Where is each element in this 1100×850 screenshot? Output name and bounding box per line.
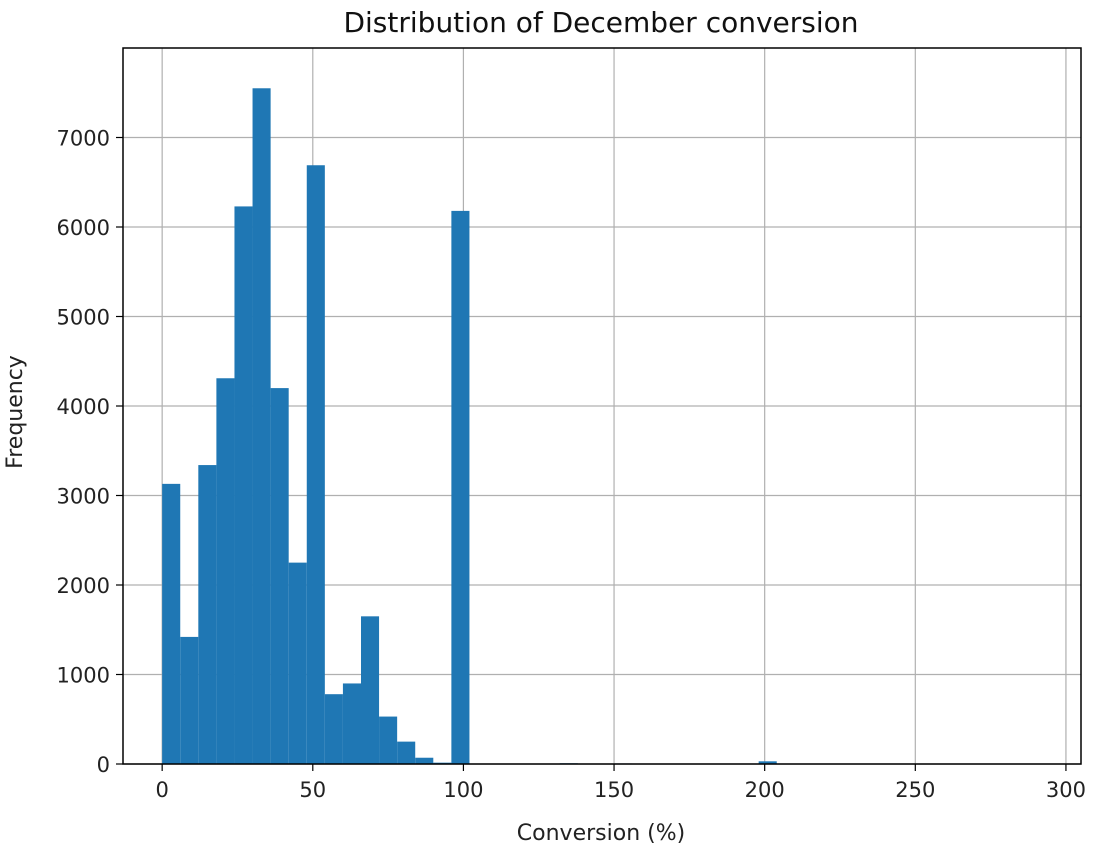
histogram-bar <box>415 757 434 764</box>
y-axis-label: Frequency <box>3 355 28 469</box>
y-tick-label: 1000 <box>57 664 110 688</box>
x-tick-label: 0 <box>155 778 168 802</box>
x-tick-label: 250 <box>895 778 935 802</box>
x-tick-label: 100 <box>443 778 483 802</box>
y-tick-label: 7000 <box>57 127 110 151</box>
histogram-bar <box>288 562 307 764</box>
histogram-bar <box>270 388 289 764</box>
x-axis-ticks: 0 50 100 150 200 250 300 <box>155 764 1086 802</box>
y-tick-label: 5000 <box>57 306 110 330</box>
histogram-bars <box>162 88 777 765</box>
histogram-bar <box>451 210 470 764</box>
x-tick-label: 50 <box>299 778 326 802</box>
plot-frame <box>122 47 1082 765</box>
histogram-bar <box>180 636 199 764</box>
x-tick-label: 150 <box>594 778 634 802</box>
y-tick-label: 4000 <box>57 395 110 419</box>
histogram-bar <box>397 741 416 764</box>
chart-title: Distribution of December conversion <box>343 6 858 39</box>
histogram-bar <box>216 378 235 764</box>
histogram-bar <box>324 694 343 764</box>
y-tick-label: 0 <box>97 753 110 777</box>
x-tick-label: 200 <box>745 778 785 802</box>
histogram-bar <box>198 465 217 764</box>
histogram-bar <box>360 616 380 764</box>
histogram-bar <box>234 206 253 765</box>
histogram-bar <box>342 683 361 764</box>
x-axis-label: Conversion (%) <box>517 821 685 846</box>
histogram-bar <box>162 483 181 764</box>
x-tick-label: 300 <box>1046 778 1086 802</box>
y-tick-label: 3000 <box>57 485 110 509</box>
y-tick-label: 6000 <box>57 216 110 240</box>
histogram-bar <box>379 716 398 764</box>
y-axis-ticks: 0 1000 2000 3000 4000 5000 6000 7000 <box>57 127 123 777</box>
y-tick-label: 2000 <box>57 574 110 598</box>
histogram-bar <box>252 88 271 764</box>
histogram-bar <box>306 165 325 764</box>
histogram-bar <box>758 761 777 764</box>
